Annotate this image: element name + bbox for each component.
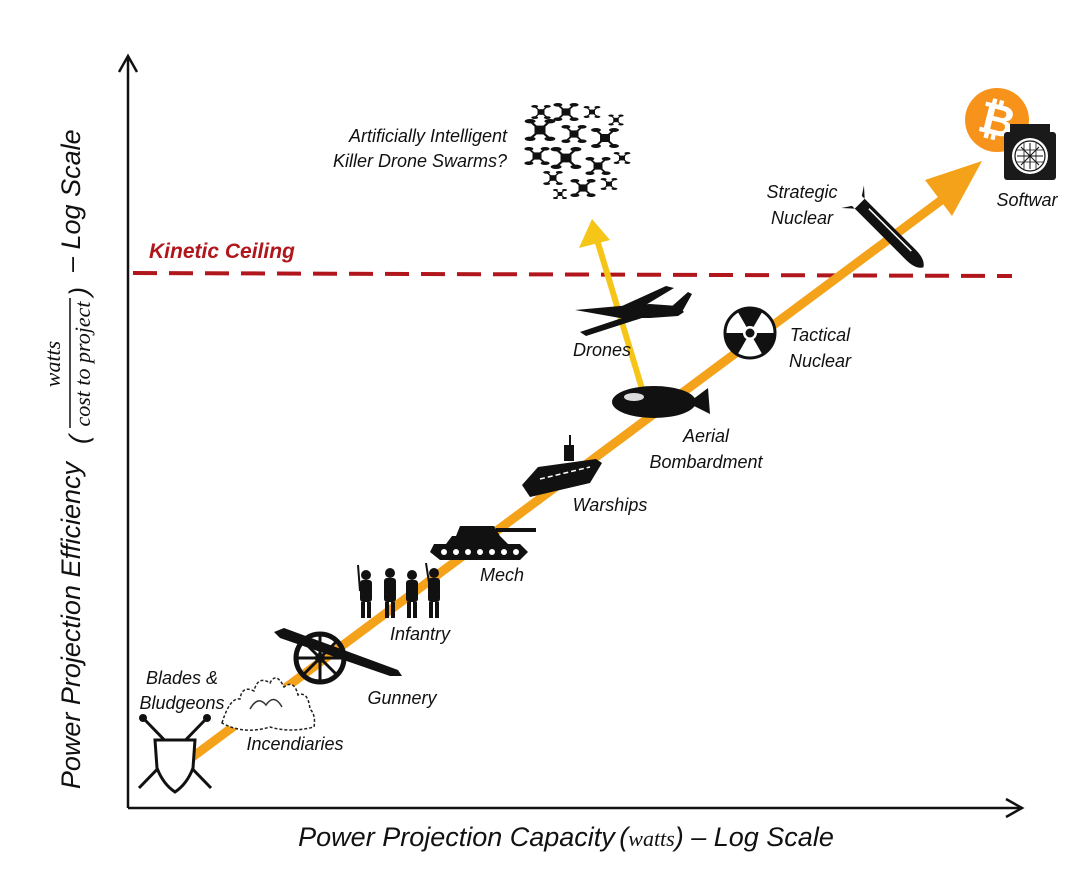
quadcopter-icon bbox=[550, 147, 582, 169]
svg-text:– Log Scale: – Log Scale bbox=[56, 129, 86, 273]
quadcopter-icon bbox=[524, 147, 550, 165]
svg-text:(: ( bbox=[64, 432, 94, 444]
quadcopter-icon bbox=[613, 152, 631, 164]
aircraft-carrier-icon bbox=[522, 435, 602, 497]
asic-miner-icon bbox=[1004, 124, 1056, 180]
svg-text:watts: watts bbox=[40, 341, 65, 387]
radiation-icon bbox=[723, 306, 777, 360]
cannon-icon bbox=[274, 628, 402, 685]
kinetic-ceiling-label: Kinetic Ceiling bbox=[149, 240, 295, 263]
label-bludgeons: Bludgeons bbox=[139, 693, 224, 713]
y-axis-title: Power Projection Efficiency ( watts cost… bbox=[40, 129, 95, 789]
label-swarms-line2: Killer Drone Swarms? bbox=[333, 151, 507, 171]
label-blades: Blades & bbox=[146, 668, 218, 688]
quadcopter-icon bbox=[531, 105, 551, 119]
quadcopter-icon bbox=[524, 119, 556, 141]
quadcopter-icon bbox=[583, 106, 601, 118]
soldiers-icon bbox=[357, 562, 440, 618]
label-incendiaries: Incendiaries bbox=[246, 734, 343, 754]
label-softwar: Softwar bbox=[996, 190, 1058, 210]
label-strategic-nuclear: Nuclear bbox=[771, 208, 834, 228]
kinetic-ceiling-line bbox=[132, 271, 1013, 278]
label-gunnery: Gunnery bbox=[367, 688, 437, 708]
label-drones: Drones bbox=[573, 340, 631, 360]
label-infantry: Infantry bbox=[390, 624, 451, 644]
quadcopter-icon bbox=[553, 103, 579, 121]
missile-icon bbox=[841, 185, 924, 268]
svg-text:): ) bbox=[64, 287, 94, 299]
y-axis-arrowhead bbox=[117, 53, 139, 73]
trend-arrowhead bbox=[925, 161, 982, 216]
quadcopter-icon bbox=[543, 171, 563, 185]
label-warships: Warships bbox=[573, 495, 648, 515]
label-swarms-line1: Artificially Intelligent bbox=[348, 126, 508, 146]
fire-icon bbox=[221, 677, 316, 731]
label-strategic: Strategic bbox=[766, 182, 837, 202]
tank-icon bbox=[430, 526, 536, 560]
quadcopter-icon bbox=[600, 178, 618, 190]
quadcopter-icon bbox=[591, 128, 619, 148]
quadcopter-icon bbox=[553, 189, 567, 199]
svg-text:Power Projection Efficiency: Power Projection Efficiency bbox=[56, 461, 86, 790]
swarm-branch-arrowhead bbox=[579, 219, 610, 248]
x-axis-arrowhead bbox=[1005, 797, 1025, 819]
quadcopter-icon bbox=[608, 114, 624, 126]
svg-text:cost to project: cost to project bbox=[70, 301, 95, 427]
bomb-icon bbox=[612, 386, 710, 418]
label-bombardment: Bombardment bbox=[649, 452, 763, 472]
label-aerial: Aerial bbox=[682, 426, 730, 446]
quadcopter-icon bbox=[561, 125, 587, 143]
quadcopter-icon bbox=[570, 179, 596, 197]
label-mech: Mech bbox=[480, 565, 524, 585]
shield-swords-icon bbox=[137, 714, 213, 794]
drone-swarm-icon bbox=[524, 103, 631, 199]
drone-icon bbox=[575, 286, 692, 336]
label-tactical: Tactical bbox=[790, 325, 851, 345]
label-tactical-nuclear: Nuclear bbox=[789, 351, 852, 371]
x-axis-title: Power Projection Capacity (watts) – Log … bbox=[298, 822, 834, 852]
quadcopter-icon bbox=[585, 157, 611, 175]
